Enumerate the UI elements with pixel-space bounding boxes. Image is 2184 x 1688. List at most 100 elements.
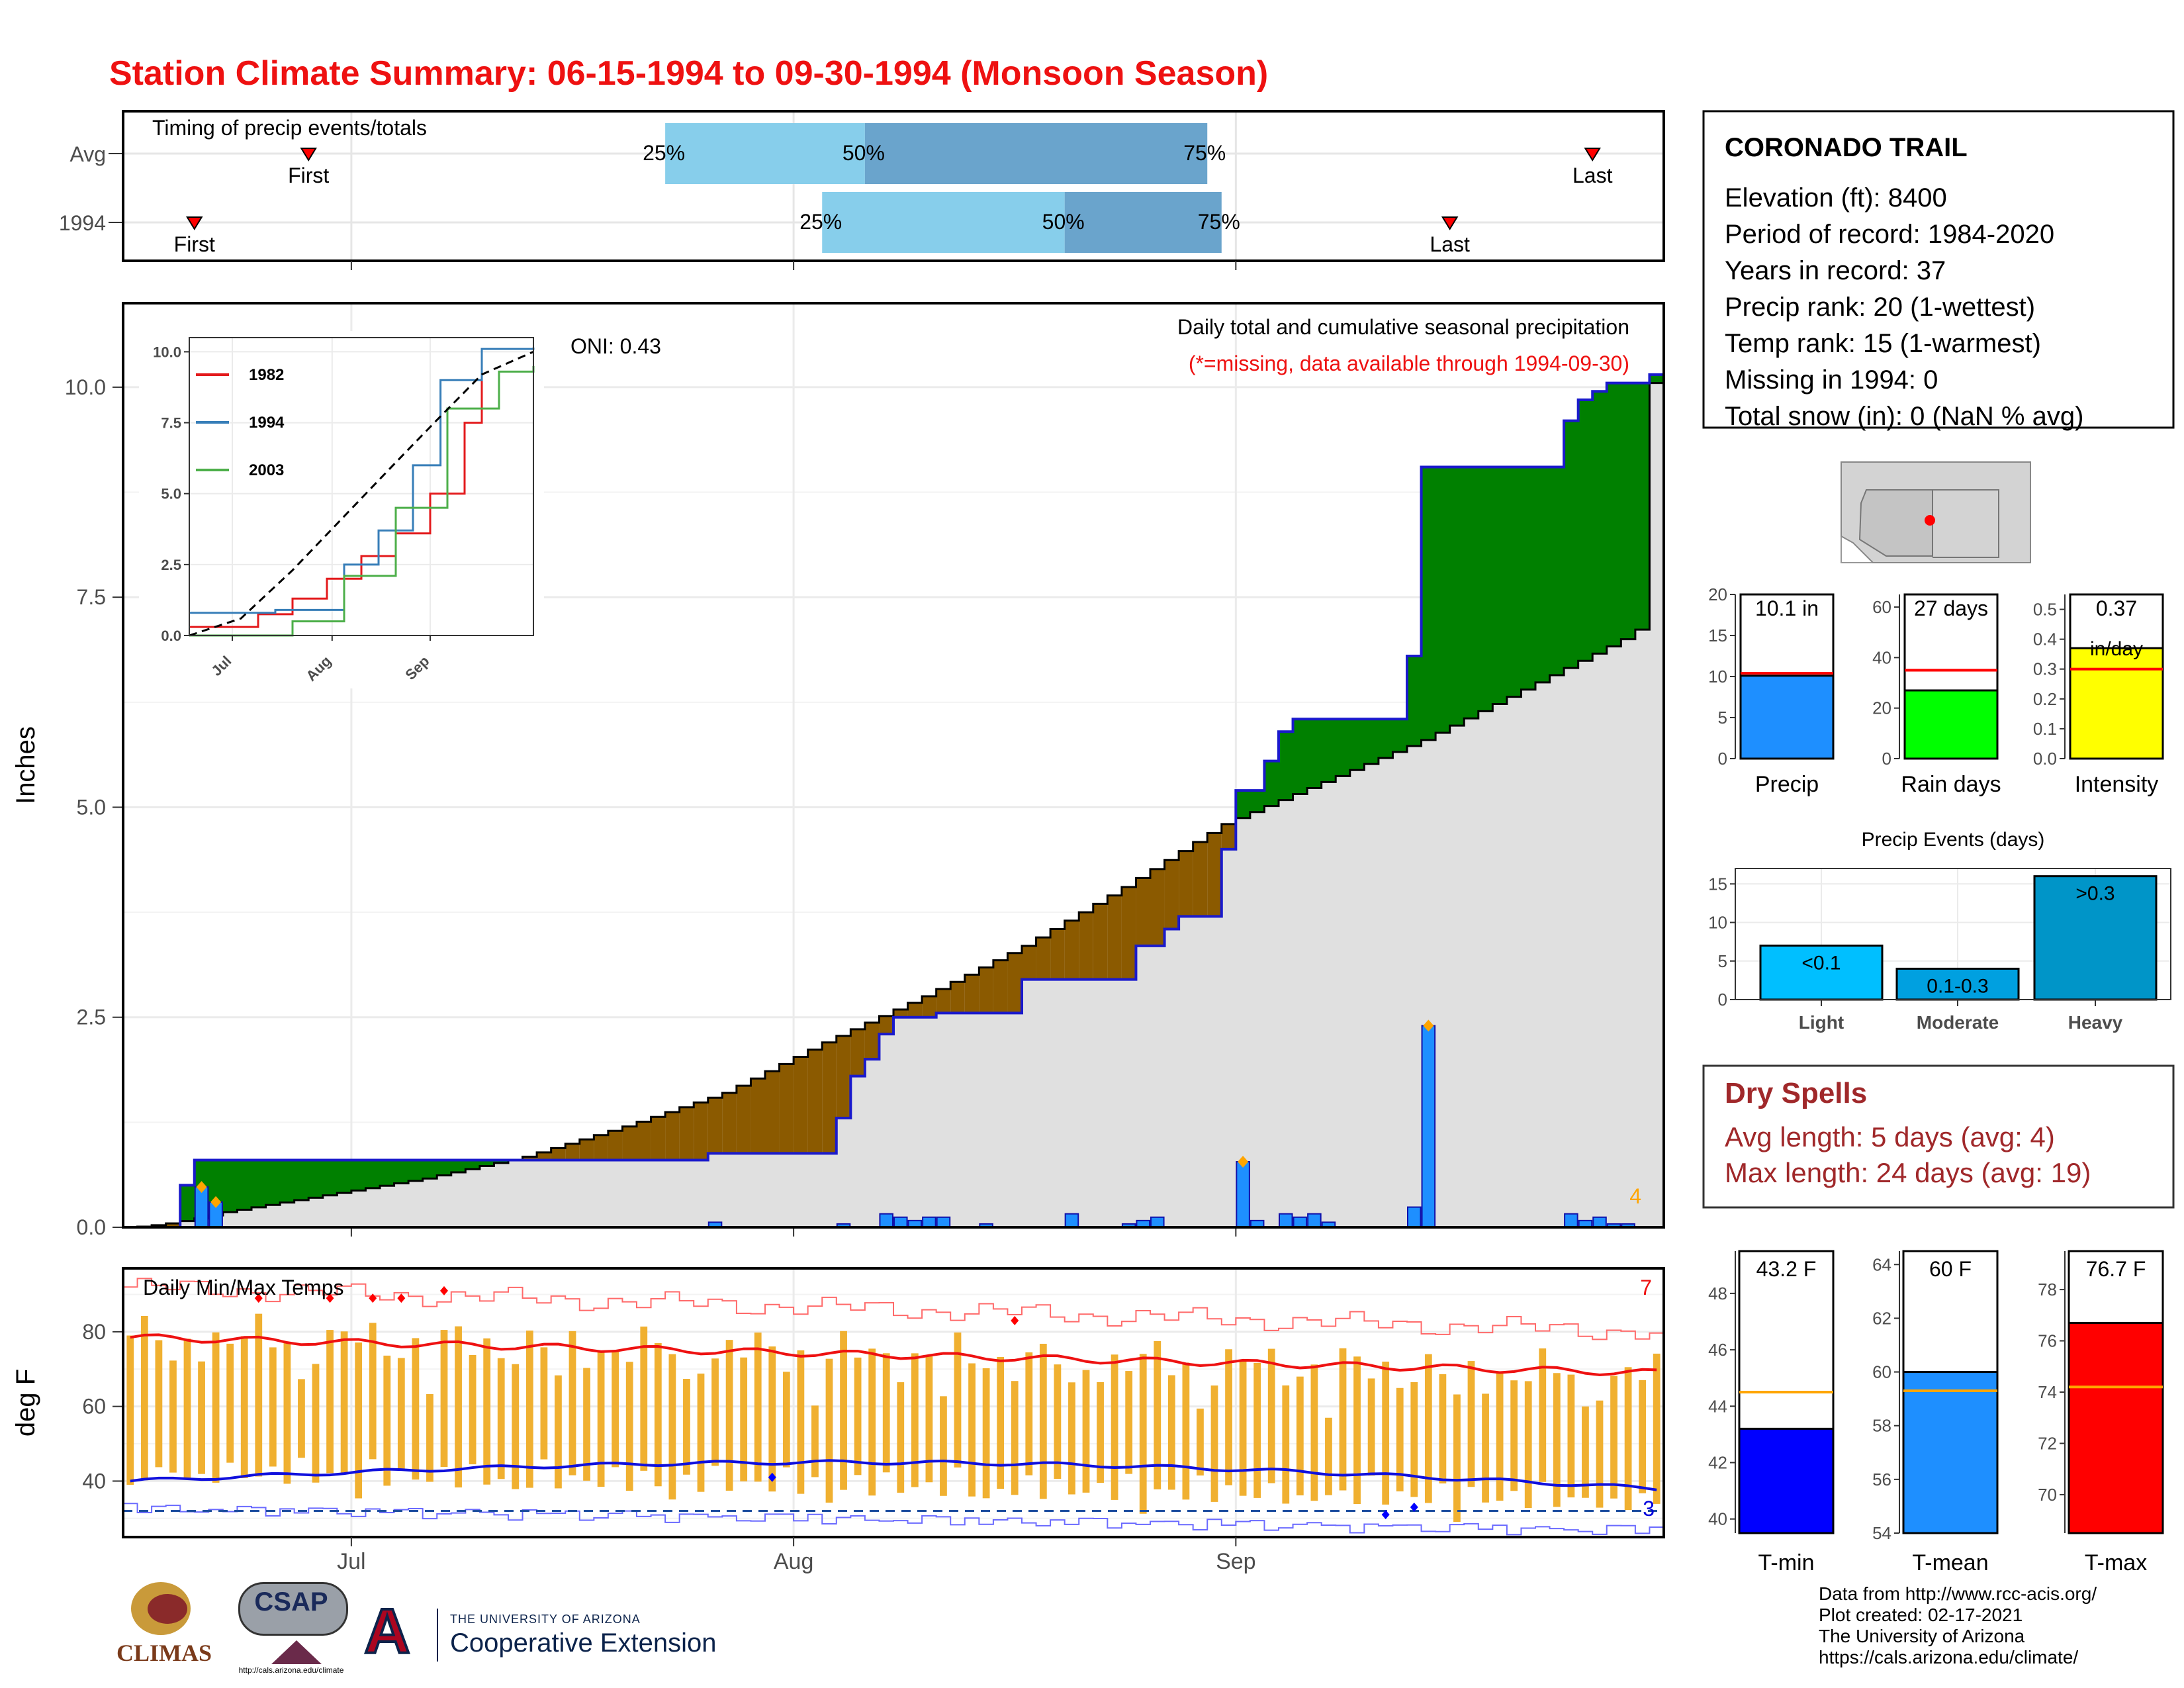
below-average-fill xyxy=(1164,860,1179,929)
daily-temp-bar xyxy=(1496,1372,1504,1501)
daily-temp-bar xyxy=(1011,1381,1019,1495)
above-average-fill xyxy=(1649,374,1664,383)
daily-temp-bar xyxy=(1154,1340,1161,1489)
summary-bar-rain-days: 0 20 40 60 27 days Rain days xyxy=(1872,593,2001,797)
timing-row-label: Avg xyxy=(69,142,106,166)
avg-cumulative-area xyxy=(864,1022,880,1227)
temp-summary-value: 43.2 F xyxy=(1756,1257,1817,1281)
daily-precip-bar xyxy=(1064,1213,1079,1229)
below-average-fill xyxy=(950,982,966,1013)
below-average-fill xyxy=(1179,851,1194,917)
event-bar-tag: 0.1-0.3 xyxy=(1927,975,1988,997)
above-average-fill xyxy=(1378,719,1394,759)
above-average-fill xyxy=(1392,719,1408,753)
below-average-fill xyxy=(765,1071,780,1154)
missing-data-note: (*=missing, data available through 1994-… xyxy=(1189,352,1629,375)
daily-temp-bar xyxy=(226,1343,234,1463)
summary-y-tick-label: 20 xyxy=(1872,698,1891,718)
above-average-fill xyxy=(1336,719,1351,776)
daily-temp-bar xyxy=(597,1352,605,1487)
precip-y-axis-label: Inches xyxy=(11,726,40,804)
daily-temp-bar xyxy=(383,1355,391,1486)
record-high-count: 7 xyxy=(1640,1276,1652,1299)
events-y-tick-label: 5 xyxy=(1718,951,1727,971)
daily-temp-bar xyxy=(683,1378,690,1475)
daily-temp-bar xyxy=(426,1394,433,1482)
daily-temp-bar xyxy=(1125,1371,1133,1474)
daily-temp-bar xyxy=(1553,1373,1561,1507)
above-average-fill xyxy=(1478,467,1493,712)
daily-precip-bar xyxy=(893,1216,908,1228)
avg-cumulative-area xyxy=(1307,788,1322,1227)
daily-temp-bar xyxy=(1253,1362,1261,1498)
daily-temp-bar xyxy=(455,1326,462,1488)
daily-temp-bar xyxy=(540,1347,548,1460)
summary-bar-precip: 0 5 10 15 20 10.1 in Precip xyxy=(1708,585,1835,797)
daily-temp-bar xyxy=(240,1336,248,1479)
summary-y-tick-label: 0.3 xyxy=(2033,659,2057,679)
inset-legend-label: 1982 xyxy=(249,366,284,384)
above-average-fill xyxy=(337,1160,352,1194)
daily-temp-bar xyxy=(640,1326,648,1471)
below-average-fill xyxy=(522,1156,537,1160)
below-average-fill xyxy=(1207,833,1222,917)
above-average-fill xyxy=(494,1160,509,1163)
daily-precip-bar xyxy=(1279,1213,1293,1229)
events-y-tick-label: 0 xyxy=(1718,990,1727,1009)
below-average-fill xyxy=(964,974,979,1013)
daily-temp-bar xyxy=(740,1357,748,1481)
avg-cumulative-area xyxy=(494,1162,509,1227)
oni-label: ONI: 0.43 xyxy=(570,334,661,358)
daily-temp-bar xyxy=(797,1350,805,1494)
avg-cumulative-area xyxy=(308,1197,324,1227)
temp-summary-y-tick-label: 48 xyxy=(1708,1284,1727,1303)
daily-precip-bar xyxy=(922,1216,936,1228)
below-average-fill xyxy=(1136,878,1151,946)
daily-temp-bar xyxy=(1539,1348,1547,1482)
footer-line-university: The University of Arizona xyxy=(1819,1626,2025,1646)
record-temp-marker xyxy=(1011,1315,1019,1325)
avg-cumulative-area xyxy=(1079,912,1094,1227)
station-info-box: CORONADO TRAIL Elevation (ft): 8400 Period… xyxy=(1702,110,2175,431)
daily-precip-bar xyxy=(936,1216,951,1228)
above-average-fill xyxy=(1349,719,1365,771)
temp-summary-y-tick-label: 70 xyxy=(2038,1485,2057,1505)
summary-bar-fill xyxy=(1739,675,1835,760)
above-average-fill xyxy=(308,1160,324,1198)
summary-y-tick-label: 0.1 xyxy=(2033,719,2057,739)
daily-temp-bar xyxy=(369,1323,377,1460)
last-event-label: Last xyxy=(1430,232,1470,256)
below-average-fill xyxy=(850,1029,866,1076)
above-average-fill xyxy=(280,1160,295,1203)
above-average-fill xyxy=(351,1160,367,1191)
above-average-fill xyxy=(1435,467,1451,733)
csap-url: http://cals.arizona.edu/climate xyxy=(238,1665,344,1675)
record-temp-marker xyxy=(326,1293,334,1303)
x-axis-month-label: Sep xyxy=(1216,1549,1256,1574)
avg-cumulative-area xyxy=(508,1160,523,1227)
avg-cumulative-area xyxy=(322,1195,338,1227)
record-high-line xyxy=(123,1278,1664,1340)
record-temp-marker xyxy=(254,1293,263,1303)
event-category-label: Heavy xyxy=(2068,1012,2123,1033)
avg-cumulative-area xyxy=(850,1029,866,1227)
x-axis-month-label: Aug xyxy=(774,1549,814,1574)
precip-y-tick-label: 5.0 xyxy=(77,795,106,819)
daily-temp-bar xyxy=(697,1374,705,1492)
daily-temp-bar xyxy=(1167,1375,1175,1490)
csap-logo-text: CSAP xyxy=(254,1587,328,1617)
footer-line-url: https://cals.arizona.edu/climate/ xyxy=(1819,1647,2079,1667)
events-title: Precip Events (days) xyxy=(1862,829,2045,851)
summary-y-tick-label: 0.2 xyxy=(2033,689,2057,709)
inset-avg-line xyxy=(189,351,534,637)
station-map xyxy=(1841,461,2031,563)
above-average-fill xyxy=(465,1160,480,1170)
above-average-fill xyxy=(1449,467,1465,726)
above-average-fill xyxy=(237,1160,252,1210)
avg-cumulative-area xyxy=(479,1166,495,1227)
avg-cumulative-area xyxy=(1064,920,1079,1227)
avg-cumulative-area xyxy=(1578,661,1593,1227)
below-average-fill xyxy=(594,1135,609,1160)
avg-cumulative-area xyxy=(422,1178,437,1227)
precip-panel-border xyxy=(122,302,1665,1229)
